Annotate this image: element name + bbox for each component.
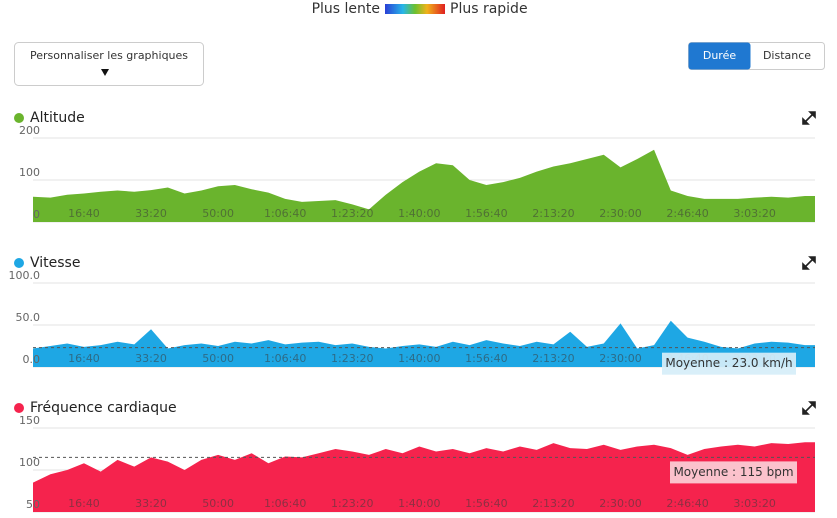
x-tick-label: 1:23:20 <box>331 207 373 220</box>
y-tick-label: 100 <box>19 456 40 469</box>
x-tick-label: 1:06:40 <box>264 207 306 220</box>
x-tick-label: 2:46:40 <box>666 207 708 220</box>
series-dot <box>14 258 24 268</box>
toggle-duration[interactable] <box>688 42 751 70</box>
x-tick-label: 2:13:20 <box>532 207 574 220</box>
y-tick-label: 100 <box>19 166 40 179</box>
chart-title: Fréquence cardiaque <box>30 400 177 416</box>
x-tick-label: 1:23:20 <box>331 497 373 510</box>
series-dot <box>14 113 24 123</box>
x-tick-label: 33:20 <box>135 497 167 510</box>
x-tick-label: 50:00 <box>202 497 234 510</box>
chart-title: Vitesse <box>30 255 80 271</box>
y-tick-label: 150 <box>19 414 40 427</box>
x-tick-label: 1:56:40 <box>465 352 507 365</box>
average-box <box>662 352 796 375</box>
x-tick-label: 1:40:00 <box>398 352 440 365</box>
y-tick-label: 100.0 <box>9 269 41 282</box>
x-tick-label: 33:20 <box>135 207 167 220</box>
y-tick-label: 0.0 <box>23 353 41 366</box>
x-tick-label: 2:30:00 <box>599 497 641 510</box>
customize-button[interactable]: Personnaliser les graphiques <box>14 42 204 86</box>
x-tick-label: 2:30:00 <box>599 207 641 220</box>
expand-arrows <box>802 256 816 270</box>
x-tick-label: 33:20 <box>135 352 167 365</box>
x-tick-label: 1:40:00 <box>398 497 440 510</box>
average-box <box>670 461 797 484</box>
speed-gradient <box>385 4 445 14</box>
toggle: Durée Distance <box>688 42 825 70</box>
x-tick-label: 16:40 <box>68 497 100 510</box>
series-dot <box>14 403 24 413</box>
expand-arrows <box>802 401 816 415</box>
x-tick-label: 16:40 <box>68 352 100 365</box>
x-tick-label: 50:00 <box>202 352 234 365</box>
area <box>33 320 815 367</box>
y-tick-label: 200 <box>19 124 40 137</box>
x-tick-label: 2:13:20 <box>532 352 574 365</box>
x-tick-label: 2:13:20 <box>532 497 574 510</box>
toggle-distance-label[interactable]: Distance <box>763 49 811 62</box>
x-tick-label: 1:06:40 <box>264 352 306 365</box>
x-tick-label: 2:30:00 <box>599 352 641 365</box>
customize-label[interactable]: Personnaliser les graphiques <box>30 49 188 62</box>
y-tick-label: 0 <box>33 208 40 221</box>
dropdown-arrow <box>101 69 109 76</box>
x-tick-label: 1:56:40 <box>465 497 507 510</box>
x-tick-label: 3:03:20 <box>733 207 775 220</box>
x-tick-label: 1:06:40 <box>264 497 306 510</box>
x-tick-label: 16:40 <box>68 207 100 220</box>
y-tick-label: 50.0 <box>16 311 41 324</box>
expand-icon[interactable] <box>802 111 816 125</box>
expand-icon[interactable] <box>802 401 816 415</box>
x-tick-label: 3:03:20 <box>733 497 775 510</box>
x-tick-label: 1:23:20 <box>331 352 373 365</box>
toggle-duration-label[interactable]: Durée <box>703 49 736 62</box>
average-label: Moyenne : 115 bpm <box>673 465 793 479</box>
x-tick-label: 50:00 <box>202 207 234 220</box>
y-tick-label: 50 <box>26 498 40 511</box>
expand-icon[interactable] <box>802 256 816 270</box>
expand-arrows <box>802 111 816 125</box>
legend-fast: Plus rapide <box>450 1 528 17</box>
chart-title: Altitude <box>30 110 85 126</box>
legend-slow: Plus lente <box>312 1 380 17</box>
average-label: Moyenne : 23.0 km/h <box>665 356 792 370</box>
x-tick-label: 1:40:00 <box>398 207 440 220</box>
x-tick-label: 1:56:40 <box>465 207 507 220</box>
area <box>33 149 815 222</box>
area <box>33 442 815 512</box>
x-tick-label: 2:46:40 <box>666 497 708 510</box>
